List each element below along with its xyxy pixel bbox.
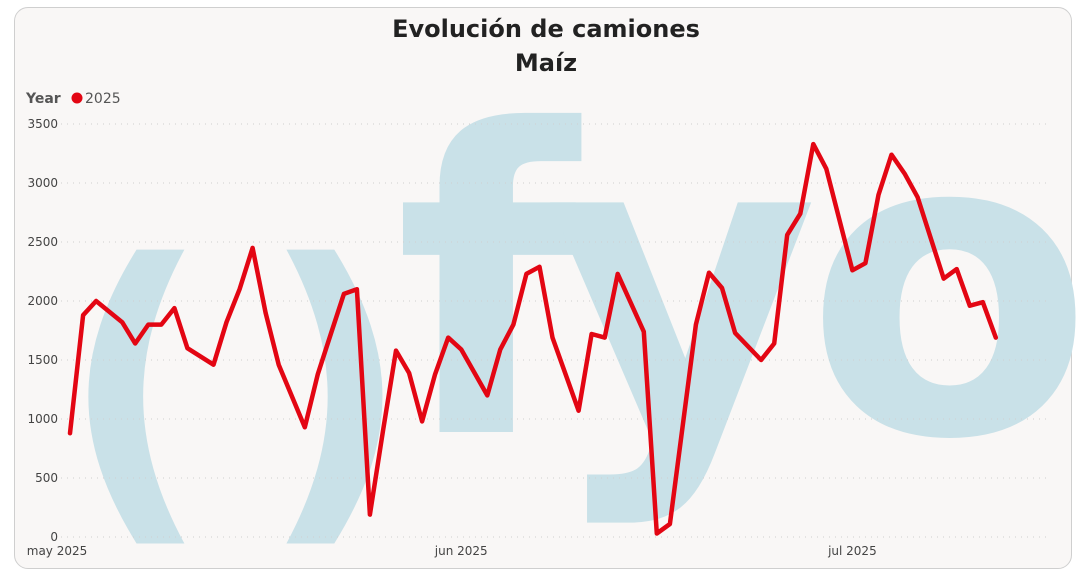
- y-tick-label-1500: 1500: [27, 353, 58, 367]
- y-tick-label-1000: 1000: [27, 412, 58, 426]
- y-tick-label-3000: 3000: [27, 176, 58, 190]
- watermark-paren-left: (: [60, 194, 211, 578]
- watermark-paren-right: ): [260, 194, 411, 578]
- y-tick-label-2000: 2000: [27, 294, 58, 308]
- chart-subtitle: Maíz: [515, 49, 577, 77]
- legend-swatch-2025[interactable]: [71, 92, 83, 104]
- y-tick-label-2500: 2500: [27, 235, 58, 249]
- y-tick-label-0: 0: [50, 530, 58, 544]
- series-line-2025[interactable]: [67, 141, 999, 536]
- legend: Year 2025: [25, 91, 121, 107]
- y-axis: 0 500 1000 1500 2000 2500 3000 3500: [27, 117, 58, 544]
- x-tick-label-2025-05-01: may 2025: [27, 544, 88, 558]
- y-tick-label-500: 500: [35, 471, 58, 485]
- watermark-letter-o: o: [805, 43, 1086, 532]
- legend-title: Year: [25, 91, 61, 107]
- y-tick-label-3500: 3500: [27, 117, 58, 131]
- series-layer: [67, 141, 999, 536]
- chart-title: Evolución de camiones: [392, 15, 700, 43]
- fyo-watermark-logo: ()fyo: [60, 43, 1086, 578]
- watermark-letter-y: y: [545, 43, 819, 532]
- legend-label-2025[interactable]: 2025: [85, 91, 121, 107]
- x-axis: may 2025 jun 2025 jul 2025: [27, 544, 877, 558]
- x-tick-label-2025-07-01: jul 2025: [827, 544, 877, 558]
- x-tick-label-2025-06-01: jun 2025: [434, 544, 488, 558]
